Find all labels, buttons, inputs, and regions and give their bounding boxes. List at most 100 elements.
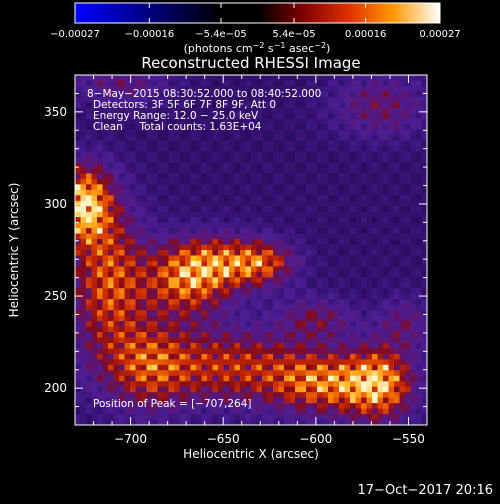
heatmap-cell (317, 277, 323, 284)
heatmap-cell (190, 332, 197, 338)
heatmap-cell (229, 233, 235, 240)
heatmap-cell (163, 102, 169, 109)
heatmap-cell (350, 211, 356, 218)
heatmap-cell (328, 353, 334, 360)
heatmap-cell (91, 321, 98, 327)
heatmap-cell (119, 277, 125, 284)
heatmap-cell (388, 353, 395, 360)
heatmap-cell (388, 217, 395, 224)
heatmap-cell (394, 113, 400, 120)
heatmap-cell (273, 195, 279, 202)
heatmap-cell (179, 228, 186, 234)
colorbar-tick-label: 5.4e−05 (272, 29, 315, 40)
heatmap-cell (394, 348, 400, 355)
heatmap-cell (102, 233, 109, 240)
heatmap-cell (179, 151, 186, 158)
heatmap-cell (163, 408, 169, 415)
heatmap-cell (80, 222, 87, 229)
heatmap-cell (284, 342, 290, 349)
heatmap-cell (146, 408, 153, 415)
heatmap-cell (218, 293, 224, 300)
heatmap-cell (416, 189, 422, 196)
heatmap-cell (212, 381, 219, 388)
heatmap-cell (383, 408, 389, 415)
heatmap-cell (355, 173, 362, 180)
heatmap-cell (119, 211, 125, 218)
heatmap-cell (146, 342, 153, 349)
heatmap-cell (91, 184, 98, 191)
heatmap-cell (102, 288, 109, 295)
heatmap-cell (97, 189, 103, 196)
heatmap-cell (119, 348, 125, 355)
heatmap-cell (416, 403, 422, 409)
heatmap-cell (245, 162, 252, 169)
heatmap-cell (300, 146, 307, 152)
heatmap-cell (135, 381, 142, 388)
heatmap-cell (141, 370, 147, 377)
heatmap-cell (278, 85, 285, 92)
heatmap-cell (405, 282, 411, 289)
heatmap-cell (80, 419, 87, 425)
heatmap-cell (317, 359, 323, 366)
heatmap-cell (240, 222, 246, 229)
heatmap-cell (306, 342, 312, 349)
heatmap-cell (311, 107, 318, 114)
heatmap-cell (119, 299, 125, 306)
heatmap-cell (394, 332, 400, 338)
heatmap-cell (361, 140, 367, 147)
heatmap-cell (190, 277, 197, 284)
heatmap-cell (80, 173, 87, 180)
heatmap-cell (135, 217, 142, 224)
heatmap-cell (124, 151, 131, 158)
heatmap-cell (311, 381, 318, 388)
heatmap-cell (410, 414, 417, 420)
heatmap-cell (333, 260, 340, 267)
heatmap-cell (394, 173, 400, 180)
heatmap-cell (141, 107, 147, 114)
heatmap-cell (366, 151, 373, 158)
heatmap-cell (421, 140, 427, 147)
heatmap-cell (383, 397, 389, 404)
heatmap-cell (124, 408, 131, 415)
heatmap-cell (317, 91, 323, 98)
heatmap-cell (366, 113, 373, 120)
heatmap-cell (179, 250, 186, 256)
heatmap-cell (207, 162, 213, 169)
heatmap-cell (102, 403, 109, 409)
heatmap-cell (157, 419, 164, 425)
heatmap-cell (344, 184, 351, 191)
heatmap-cell (163, 173, 169, 180)
heatmap-cell (388, 337, 395, 344)
heatmap-cell (350, 310, 356, 317)
heatmap-cell (185, 178, 191, 185)
heatmap-cell (245, 96, 252, 103)
heatmap-cell (174, 239, 180, 245)
heatmap-cell (240, 162, 246, 169)
heatmap-cell (344, 321, 351, 327)
heatmap-cell (223, 250, 230, 256)
heatmap-cell (152, 151, 158, 158)
heatmap-cell (80, 304, 87, 311)
heatmap-cell (311, 146, 318, 152)
heatmap-cell (333, 381, 340, 388)
heatmap-cell (416, 315, 422, 322)
heatmap-cell (152, 189, 158, 196)
heatmap-cell (152, 206, 158, 213)
heatmap-cell (300, 200, 307, 207)
heatmap-cell (119, 124, 125, 131)
heatmap-cell (91, 403, 98, 409)
heatmap-cell (212, 414, 219, 420)
heatmap-cell (256, 184, 263, 191)
heatmap-cell (333, 124, 340, 131)
heatmap-cell (372, 189, 378, 196)
heatmap-cell (317, 80, 323, 87)
heatmap-cell (322, 332, 329, 338)
heatmap-cell (278, 151, 285, 158)
heatmap-cell (311, 102, 318, 109)
heatmap-cell (366, 173, 373, 180)
heatmap-cell (190, 146, 197, 152)
heatmap-cell (256, 206, 263, 213)
heatmap-cell (289, 250, 296, 256)
heatmap-cell (146, 233, 153, 240)
heatmap-cell (339, 239, 345, 245)
